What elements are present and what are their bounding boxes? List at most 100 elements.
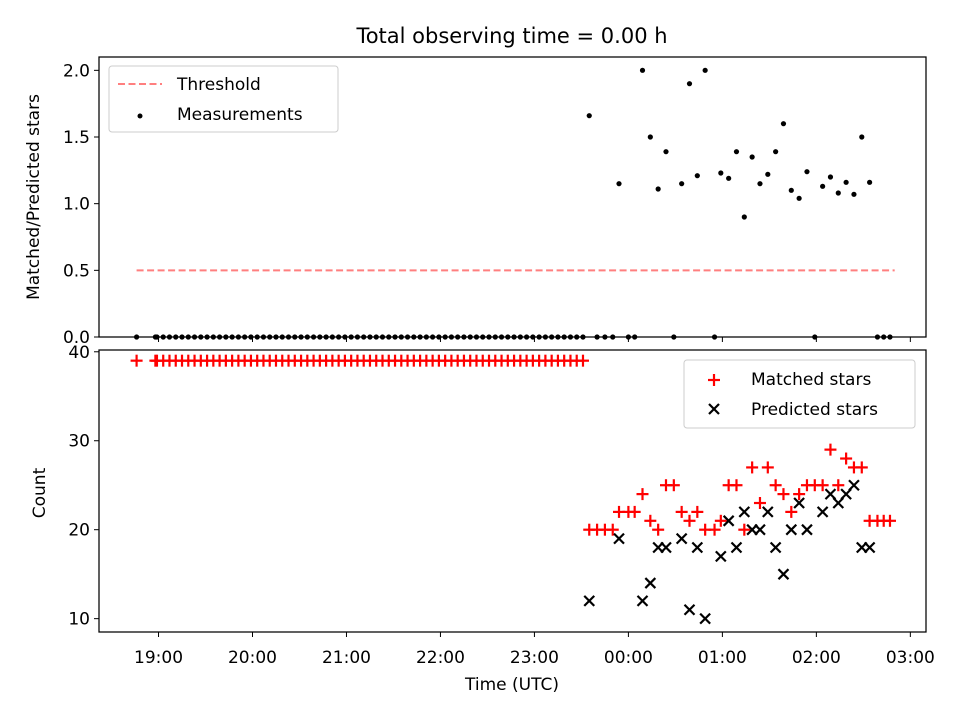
matched-star-point: [761, 461, 774, 474]
matched-star-point: [714, 514, 727, 527]
bottom-x-ticks: 19:00 20:00 21:00 22:00 23:00 00:00 01:00 02:00…: [134, 632, 935, 668]
legend-threshold-label: Threshold: [176, 75, 261, 95]
legend-matched-label: Matched stars: [751, 370, 871, 390]
predicted-star-point: [762, 506, 774, 518]
top-y-ticks: 0.0 0.5 1.0 1.5 2.0: [63, 61, 99, 348]
bottom-axes-frame: [98, 349, 927, 633]
top-legend-box: [108, 65, 339, 133]
measurement-point: [843, 179, 849, 185]
x-tick-label: 20:00: [228, 648, 277, 668]
matched-star-point: [606, 523, 619, 536]
x-tick-label: 19:00: [134, 648, 183, 668]
predicted-star-point: [824, 488, 837, 500]
predicted-star-point: [699, 612, 711, 625]
matched-star-point: [746, 461, 759, 474]
measurement-point: [765, 171, 771, 177]
matched-star-point: [652, 523, 665, 536]
predicted-star-point: [722, 515, 735, 527]
measurement-point: [804, 169, 810, 175]
measurement-point: [616, 181, 622, 187]
predicted-star-point: [777, 568, 790, 580]
measurement-point: [780, 121, 787, 127]
measurement-point: [749, 154, 755, 160]
matched-star-point: [785, 505, 798, 518]
top-y-tick-label: 0.0: [63, 328, 90, 348]
measurement-point: [820, 183, 826, 189]
measurement-point: [686, 81, 693, 87]
bottom-y-tick-label: 10: [68, 610, 90, 630]
matched-star-point: [793, 488, 806, 501]
x-tick-label: 23:00: [510, 648, 559, 668]
matched-star-point: [730, 479, 743, 492]
measurement-point: [679, 181, 685, 187]
top-y-tick-label: 0.5: [63, 261, 90, 281]
measurement-point: [859, 134, 865, 140]
predicted-star-point: [754, 523, 766, 536]
top-x-ticks: [158, 337, 911, 342]
matched-star-point: [883, 514, 896, 527]
bottom-plot-area: [130, 354, 896, 625]
predicted-star-point: [793, 497, 805, 509]
matched-star-point: [636, 488, 649, 501]
matched-star-point: [130, 354, 143, 367]
predicted-star-point: [691, 541, 704, 554]
matched-star-point: [769, 479, 782, 492]
matched-star-point: [777, 488, 790, 501]
bottom-y-tick-label: 40: [68, 343, 90, 363]
measurement-point: [655, 186, 661, 192]
x-tick-label: 01:00: [698, 648, 747, 668]
bottom-y-ticks: 10 20 30 40: [68, 343, 99, 630]
x-tick-label: 03:00: [886, 648, 935, 668]
predicted-star-point: [769, 541, 782, 554]
measurement-point: [663, 149, 669, 155]
legend-predicted-label: Predicted stars: [751, 400, 878, 420]
predicted-star-point: [801, 523, 813, 536]
measurement-point: [741, 214, 747, 220]
measurement-point: [835, 190, 841, 196]
matched-star-point: [576, 354, 589, 367]
matched-star-point: [816, 479, 829, 492]
x-axis-label: Time (UTC): [464, 675, 559, 695]
measurement-point: [796, 195, 802, 201]
predicted-star-point: [816, 506, 829, 518]
legend-measurements-marker: [137, 113, 143, 119]
legend-predicted-marker: [708, 403, 720, 415]
measurement-point: [788, 187, 794, 193]
measurement-point: [718, 170, 724, 176]
x-tick-label: 02:00: [792, 648, 841, 668]
matched-star-point: [708, 523, 721, 536]
top-panel: 0.00.51.01.52.0 Matched/Predicted stars …: [24, 56, 927, 348]
matched-star-point: [753, 497, 766, 510]
predicted-star-point: [832, 497, 845, 509]
legend-matched-marker: [708, 374, 720, 386]
predicted-star-point: [644, 577, 657, 589]
matched-star-point: [855, 461, 868, 474]
predicted-star-point: [613, 532, 625, 545]
matched-star-point: [832, 479, 845, 492]
bottom-legend: Matched stars Predicted stars: [683, 359, 916, 429]
matched-star-point: [683, 514, 696, 527]
measurement-point: [773, 149, 779, 155]
predicted-star-point: [738, 506, 751, 518]
measurement-point: [647, 134, 653, 140]
top-y-axis-label: Matched/Predicted stars: [24, 94, 44, 300]
measurement-point: [639, 67, 646, 73]
matched-star-point: [691, 505, 704, 518]
measurement-point: [726, 175, 732, 181]
bottom-panel: 10 20 30 40 19:00 20:00 21:00 22:00 23:00 00:00 0…: [30, 343, 935, 695]
predicted-star-point: [863, 541, 876, 554]
matched-star-point: [628, 505, 641, 518]
bottom-y-axis-label: Count: [30, 467, 50, 518]
matched-star-point: [667, 479, 680, 492]
measurement-point: [757, 181, 763, 187]
predicted-star-point: [583, 595, 596, 607]
top-y-tick-label: 1.5: [63, 128, 90, 148]
top-y-tick-label: 1.0: [63, 195, 90, 215]
predicted-star-point: [840, 488, 852, 500]
top-legend: Threshold Measurements: [108, 65, 339, 133]
predicted-star-point: [636, 595, 649, 607]
measurement-point: [851, 191, 857, 197]
predicted-star-point: [785, 523, 798, 536]
top-y-tick-label: 2.0: [63, 61, 90, 81]
